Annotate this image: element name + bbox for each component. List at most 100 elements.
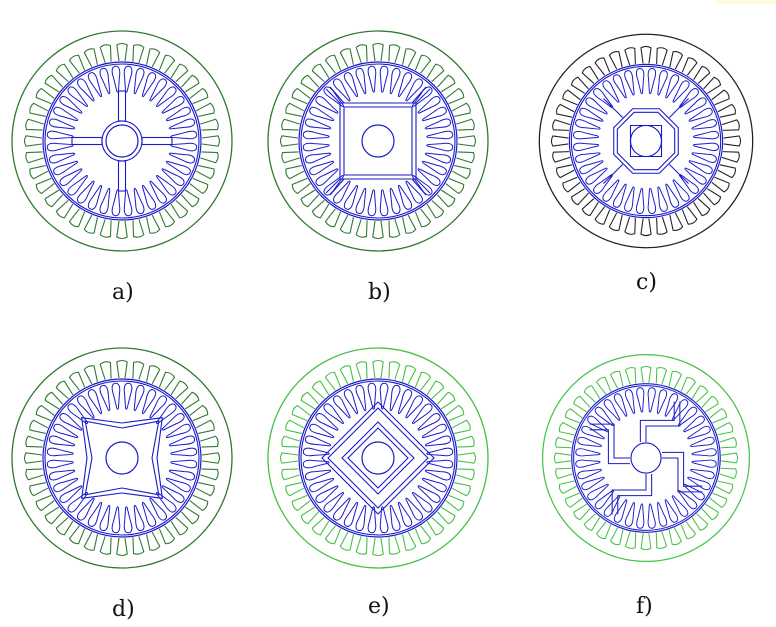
rotor-bar	[170, 142, 198, 152]
stator-slot	[324, 525, 342, 545]
stator-slot	[29, 165, 49, 180]
stator-slot	[624, 531, 637, 549]
stator-slot	[29, 482, 49, 497]
panel-c	[538, 33, 754, 249]
rotor-bar	[355, 504, 367, 532]
rotor-bar	[156, 403, 177, 424]
rotor-bar	[170, 447, 198, 457]
flux-barriers	[81, 417, 163, 499]
rotor-bar	[46, 130, 74, 140]
rotor-bar	[59, 96, 83, 114]
stator-slot	[558, 480, 577, 495]
stator-slot	[655, 367, 668, 385]
stator-slot	[456, 435, 475, 448]
stator-slot	[132, 219, 145, 238]
rotor-bar	[421, 160, 447, 176]
stator-slot	[285, 165, 305, 180]
shaft-circle	[629, 124, 663, 158]
stator-slot	[715, 421, 734, 436]
rotor-bar	[664, 393, 679, 417]
stator-slot	[158, 208, 176, 228]
rotor-bar	[397, 501, 413, 527]
rotor-bar	[683, 415, 705, 433]
rotor-bar	[389, 67, 401, 95]
stator-slot	[311, 199, 330, 219]
flux-barrier-edge	[603, 163, 624, 184]
stator-slot	[414, 208, 432, 228]
stator-slot	[436, 391, 456, 410]
rotor-bar	[421, 477, 447, 493]
stator-slot	[200, 435, 219, 448]
rotor-bar	[647, 187, 657, 214]
rotor-bar	[355, 67, 367, 95]
stator-slot	[691, 385, 709, 403]
rotor-bar	[635, 187, 645, 214]
stator-slot	[99, 219, 112, 238]
rotor-bar	[67, 86, 88, 107]
stator-slot	[388, 536, 401, 555]
stator-slots	[279, 42, 477, 240]
stator-slot	[132, 361, 145, 380]
stator-slot	[83, 531, 98, 551]
rotor-bar	[53, 106, 79, 122]
rotor-bar	[424, 435, 452, 447]
stator-slot	[29, 419, 49, 434]
rotor-bar	[635, 68, 645, 95]
stator-slot	[451, 419, 471, 434]
stator-slot	[35, 494, 55, 512]
rotor-bar	[389, 384, 401, 412]
stator-slot	[158, 371, 176, 391]
rotor-bar	[426, 447, 454, 457]
stator-slot	[556, 103, 575, 118]
rotor-bar	[671, 495, 689, 517]
rotor-bar	[367, 382, 377, 410]
octagon-barrier-outer	[613, 108, 679, 174]
shaft-circle	[361, 124, 395, 158]
square-barrier-outer	[339, 102, 417, 180]
octagon-barrier-inner	[616, 111, 676, 171]
rotor-bar	[165, 477, 191, 493]
rotor-bar	[77, 497, 95, 521]
stator-slot	[281, 468, 300, 481]
rotor-bar	[59, 485, 83, 503]
stator-slot	[291, 494, 311, 512]
stator-slot	[311, 63, 330, 83]
stator-slot	[281, 151, 300, 164]
caption-e: e)	[368, 594, 390, 619]
stator-slot	[285, 482, 305, 497]
stator-slot	[55, 516, 74, 536]
stator-outer-circle	[267, 347, 489, 569]
stator-slot	[608, 212, 623, 231]
stator-slot	[291, 177, 311, 195]
stator-slot	[281, 118, 300, 131]
rotor-outer-circle	[44, 380, 200, 536]
rotor-bar	[587, 483, 609, 501]
stator-slot	[445, 494, 465, 512]
rotor-bar	[133, 187, 145, 215]
stator-slot	[83, 365, 98, 385]
rotor-bar	[87, 501, 103, 527]
stator-slot	[717, 103, 736, 118]
stator-slot	[200, 118, 219, 131]
rotor-bar	[691, 448, 717, 457]
rotor-bar	[581, 476, 605, 491]
rotor-bar	[48, 469, 76, 481]
rotor-bar	[389, 504, 401, 532]
rotor-bar	[424, 152, 452, 164]
rotor-bar	[46, 142, 74, 152]
stator-slot	[25, 118, 44, 131]
stator-slot	[372, 359, 384, 379]
stator-slot	[44, 189, 64, 208]
rotor-bar	[412, 175, 433, 196]
rotor-bar	[123, 506, 133, 534]
rotor-bar	[141, 389, 157, 415]
stator-slot	[35, 177, 55, 195]
stator-slot	[624, 216, 636, 235]
stator-slot	[640, 365, 652, 383]
diamond-barrier-inner	[347, 427, 409, 489]
pinwheel-arm	[661, 451, 703, 493]
stator-slot	[44, 74, 64, 93]
rotor-bar	[161, 413, 185, 431]
rotor-bar	[677, 406, 698, 427]
rotor-bar	[691, 119, 717, 130]
